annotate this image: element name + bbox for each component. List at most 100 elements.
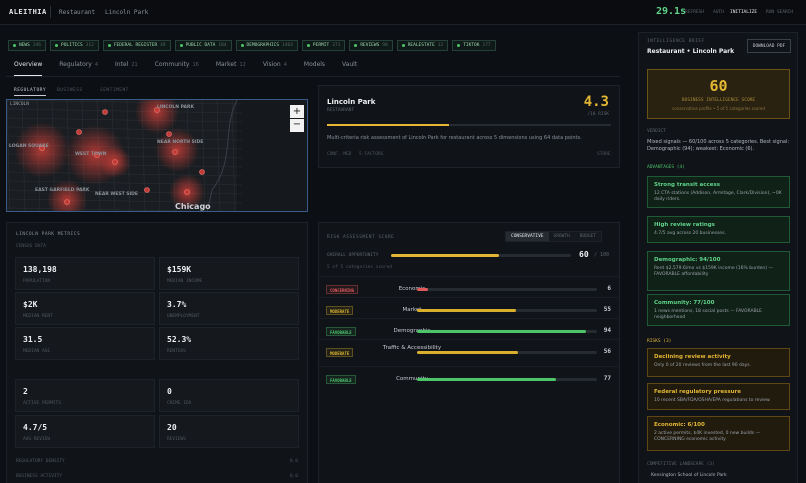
- tab[interactable]: Regulatory 4: [59, 61, 98, 76]
- zoom-out[interactable]: −: [290, 119, 304, 132]
- chip-dot: [179, 44, 183, 47]
- card-text: Only 0 of 20 reviews from the last 90 da…: [654, 363, 752, 368]
- tab-label: Overview: [14, 61, 43, 68]
- metric-value: 31.5: [23, 335, 43, 344]
- risk-mode[interactable]: BUDGET: [579, 234, 597, 239]
- risk-mode[interactable]: GROWTH: [553, 234, 570, 239]
- top-bar: ALEITHIA Restaurant Lincoln Park 29.1s REFRE…: [0, 0, 806, 25]
- tab[interactable]: Intel 21: [115, 61, 138, 76]
- sub-tab[interactable]: BUSINESS: [57, 88, 83, 93]
- download-button[interactable]: DOWNLOAD PDF: [747, 39, 791, 53]
- tab-label: Community: [154, 61, 190, 68]
- metric-label: ACTIVE PERMITS: [23, 401, 61, 406]
- metric-label: MEDIAN INCOME: [167, 279, 203, 284]
- map-road: [7, 100, 243, 105]
- status-badge: MODERATE: [326, 306, 354, 315]
- chip-count: 177: [482, 43, 491, 48]
- tab-label: Models: [303, 61, 326, 68]
- chip-count: 1464: [282, 43, 293, 48]
- source-chip[interactable]: TIKTOK 177: [452, 40, 496, 51]
- chip-dot: [354, 44, 358, 47]
- card-title: Community: 77/100: [654, 300, 715, 306]
- tab[interactable]: Community 16: [155, 61, 199, 76]
- tab-count: 21: [131, 62, 138, 68]
- tab-count: 12: [239, 62, 246, 68]
- sub-tab[interactable]: SENTIMENT: [100, 88, 129, 93]
- status-badge: CONCERNING: [326, 285, 359, 294]
- sub-tab[interactable]: REGULATORY: [14, 88, 47, 96]
- source-chip[interactable]: REALESTATE 12: [396, 40, 449, 51]
- risk-mode[interactable]: CONSERVATIVE: [506, 232, 549, 241]
- divider: [50, 6, 51, 18]
- zoom-in[interactable]: +: [290, 105, 304, 118]
- metric-value: $159K: [167, 265, 192, 274]
- source-chip[interactable]: FEDERAL REGISTER 48: [102, 40, 171, 51]
- top-action[interactable]: INITIALIZE: [730, 10, 758, 15]
- metric-value: 2: [23, 387, 28, 396]
- map-pin: [199, 169, 205, 175]
- top-action[interactable]: RUN SEARCH: [766, 10, 794, 15]
- chip-label: PUBLIC DATA: [185, 43, 216, 48]
- risk-bar: [417, 309, 516, 312]
- map-road: [7, 100, 11, 211]
- chip-label: PERMIT: [312, 43, 330, 48]
- risk-modes: CONSERVATIVE GROWTH BUDGET: [505, 231, 603, 242]
- summary-score-label: /10 RISK: [587, 112, 609, 117]
- overall-track: [391, 254, 571, 257]
- tab-label: Vision: [262, 61, 281, 68]
- tabs: Overview Regulatory 4 Intel 21 Community 16 Mar…: [6, 61, 620, 77]
- card-title: Declining review activity: [654, 354, 731, 360]
- summary-footer: STORE: [597, 152, 611, 157]
- overall-score: 60: [579, 250, 589, 259]
- map-road: [7, 198, 243, 204]
- metric-tile: 4.7/5 AVG REVIEW: [15, 415, 155, 448]
- summary-title: Lincoln Park: [327, 98, 376, 106]
- map-label: EAST GARFIELD PARK: [35, 188, 90, 193]
- tab[interactable]: Overview: [14, 61, 43, 76]
- brief-panel: INTELLIGENCE BRIEF Restaurant • Lincoln P…: [638, 32, 798, 483]
- metric-bar-label: BUSINESS ACTIVITY: [16, 474, 63, 479]
- overall-max: / 100: [594, 252, 610, 258]
- card-text: 12 CTA stations (Addison, Armitage, Clar…: [654, 191, 782, 203]
- chip-dot: [54, 44, 58, 47]
- status-badge: FAVORABLE: [326, 375, 356, 384]
- brief-kicker: INTELLIGENCE BRIEF: [647, 39, 705, 44]
- risk-bar: [417, 288, 428, 291]
- tab[interactable]: Market 12: [216, 61, 246, 76]
- source-chips: NEWS 246 POLITICS 312 FEDERAL REGISTER 48 PUBL…: [8, 40, 496, 51]
- tab[interactable]: Vault: [342, 61, 357, 76]
- source-chip[interactable]: REVIEWS 90: [349, 40, 393, 51]
- chip-count: 90: [382, 43, 388, 48]
- top-action[interactable]: AUTH: [713, 10, 724, 15]
- source-chip[interactable]: POLITICS 312: [49, 40, 99, 51]
- chip-label: REVIEWS: [360, 43, 380, 48]
- source-chip[interactable]: PERMIT 371: [301, 40, 346, 51]
- brief-score-label: BUSINESS INTELLIGENCE SCORE: [681, 98, 756, 103]
- tab[interactable]: Vision 4: [263, 61, 287, 76]
- risk-name: Market: [402, 307, 422, 313]
- card-title: Strong transit access: [654, 182, 721, 188]
- metric-tile: 20 REVIEWS: [159, 415, 299, 448]
- advantage-card: Strong transit access 12 CTA stations (Ad…: [647, 176, 790, 208]
- card-text: 4.7/5 avg across 20 businesses.: [654, 231, 726, 236]
- risk-score: 56: [603, 348, 611, 355]
- chip-count: 246: [32, 43, 41, 48]
- metric-tile: 52.3% RENTERS: [159, 327, 299, 360]
- tab-count: 16: [192, 62, 199, 68]
- top-action[interactable]: REFRESH: [685, 10, 704, 15]
- tab-count: 4: [283, 62, 287, 68]
- brief-score-note: conservative profile • 5 of 5 categories…: [672, 106, 765, 111]
- map-pin: [112, 159, 118, 165]
- metrics-title: LINCOLN PARK METRICS: [16, 232, 81, 237]
- map-road: [7, 117, 243, 123]
- risk-name: Demographic: [393, 328, 431, 334]
- source-chip[interactable]: DEMOGRAPHICS 1464: [235, 40, 298, 51]
- chip-dot: [240, 44, 244, 47]
- heat-glow: [155, 128, 199, 172]
- tab[interactable]: Models: [304, 61, 325, 76]
- source-chip[interactable]: NEWS 246: [8, 40, 46, 51]
- card-text: Rent $2,579.6/mo vs $159K income (16% bu…: [654, 266, 773, 278]
- source-chip[interactable]: PUBLIC DATA 184: [174, 40, 232, 51]
- brief-title: Restaurant • Lincoln Park: [647, 48, 735, 55]
- brief-score: 60: [709, 77, 728, 95]
